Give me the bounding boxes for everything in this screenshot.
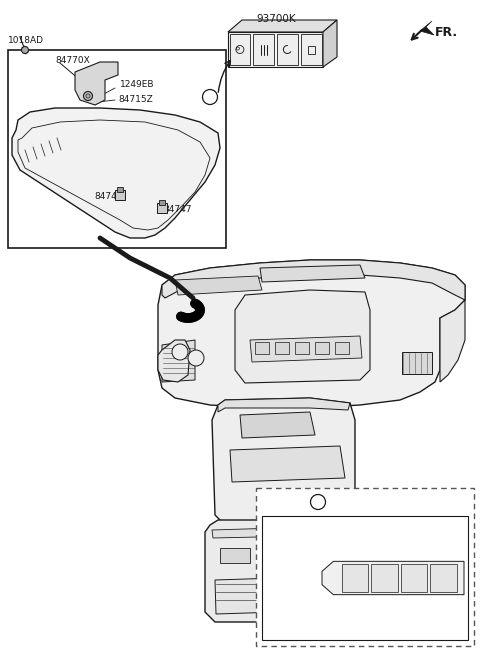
Bar xyxy=(402,352,432,374)
Polygon shape xyxy=(277,34,298,65)
Polygon shape xyxy=(162,340,195,382)
Polygon shape xyxy=(212,398,355,525)
Text: 84747: 84747 xyxy=(94,192,122,201)
Text: 1018AD: 1018AD xyxy=(8,36,44,45)
Bar xyxy=(296,548,326,563)
Polygon shape xyxy=(158,260,465,408)
Bar xyxy=(342,564,369,592)
Text: 93700K: 93700K xyxy=(326,532,366,542)
Bar xyxy=(255,342,269,354)
Bar xyxy=(315,342,329,354)
Bar xyxy=(157,203,167,213)
Polygon shape xyxy=(158,340,190,382)
Polygon shape xyxy=(75,62,118,105)
Bar xyxy=(117,187,123,192)
Polygon shape xyxy=(205,520,358,622)
Polygon shape xyxy=(162,260,465,300)
Bar xyxy=(401,564,427,592)
Polygon shape xyxy=(212,526,348,538)
Text: 84715Z: 84715Z xyxy=(118,95,153,104)
Circle shape xyxy=(22,47,28,53)
Polygon shape xyxy=(12,108,220,238)
Bar xyxy=(8,50,226,248)
Bar xyxy=(335,342,349,354)
Text: ILLUST: ILLUST xyxy=(266,573,299,583)
Polygon shape xyxy=(218,398,350,412)
Circle shape xyxy=(84,92,93,101)
Text: PNC: PNC xyxy=(268,532,289,542)
Polygon shape xyxy=(440,300,465,382)
Text: FR.: FR. xyxy=(435,26,458,39)
Circle shape xyxy=(311,494,325,509)
Text: 1249EB: 1249EB xyxy=(120,80,155,89)
Polygon shape xyxy=(322,561,464,594)
Polygon shape xyxy=(420,21,434,35)
Polygon shape xyxy=(240,412,315,438)
Polygon shape xyxy=(250,336,362,362)
Polygon shape xyxy=(253,34,274,65)
Text: A: A xyxy=(206,92,214,101)
Bar xyxy=(262,516,468,640)
Bar xyxy=(430,564,457,592)
Circle shape xyxy=(203,90,217,105)
Bar xyxy=(295,342,309,354)
Polygon shape xyxy=(215,576,342,614)
Circle shape xyxy=(188,350,204,366)
Text: A: A xyxy=(315,498,321,507)
Bar xyxy=(308,45,314,53)
Polygon shape xyxy=(175,276,262,295)
Bar xyxy=(372,564,398,592)
Bar xyxy=(275,342,289,354)
Text: VIEW: VIEW xyxy=(264,498,297,508)
Polygon shape xyxy=(228,20,337,32)
Bar xyxy=(220,548,250,563)
Bar xyxy=(258,548,288,563)
Text: 84747: 84747 xyxy=(163,205,192,214)
Polygon shape xyxy=(230,446,345,482)
Polygon shape xyxy=(260,265,365,282)
Bar xyxy=(159,200,165,205)
Polygon shape xyxy=(301,34,322,65)
Polygon shape xyxy=(235,290,370,383)
Bar xyxy=(115,190,125,200)
Text: 84770X: 84770X xyxy=(55,56,90,65)
Polygon shape xyxy=(228,32,323,67)
Bar xyxy=(256,488,474,646)
Polygon shape xyxy=(323,20,337,67)
Polygon shape xyxy=(229,34,250,65)
Text: 93700K: 93700K xyxy=(256,14,296,24)
Circle shape xyxy=(172,344,188,360)
Text: 93700-D2000: 93700-D2000 xyxy=(326,614,397,624)
Text: P/NO: P/NO xyxy=(268,614,294,624)
